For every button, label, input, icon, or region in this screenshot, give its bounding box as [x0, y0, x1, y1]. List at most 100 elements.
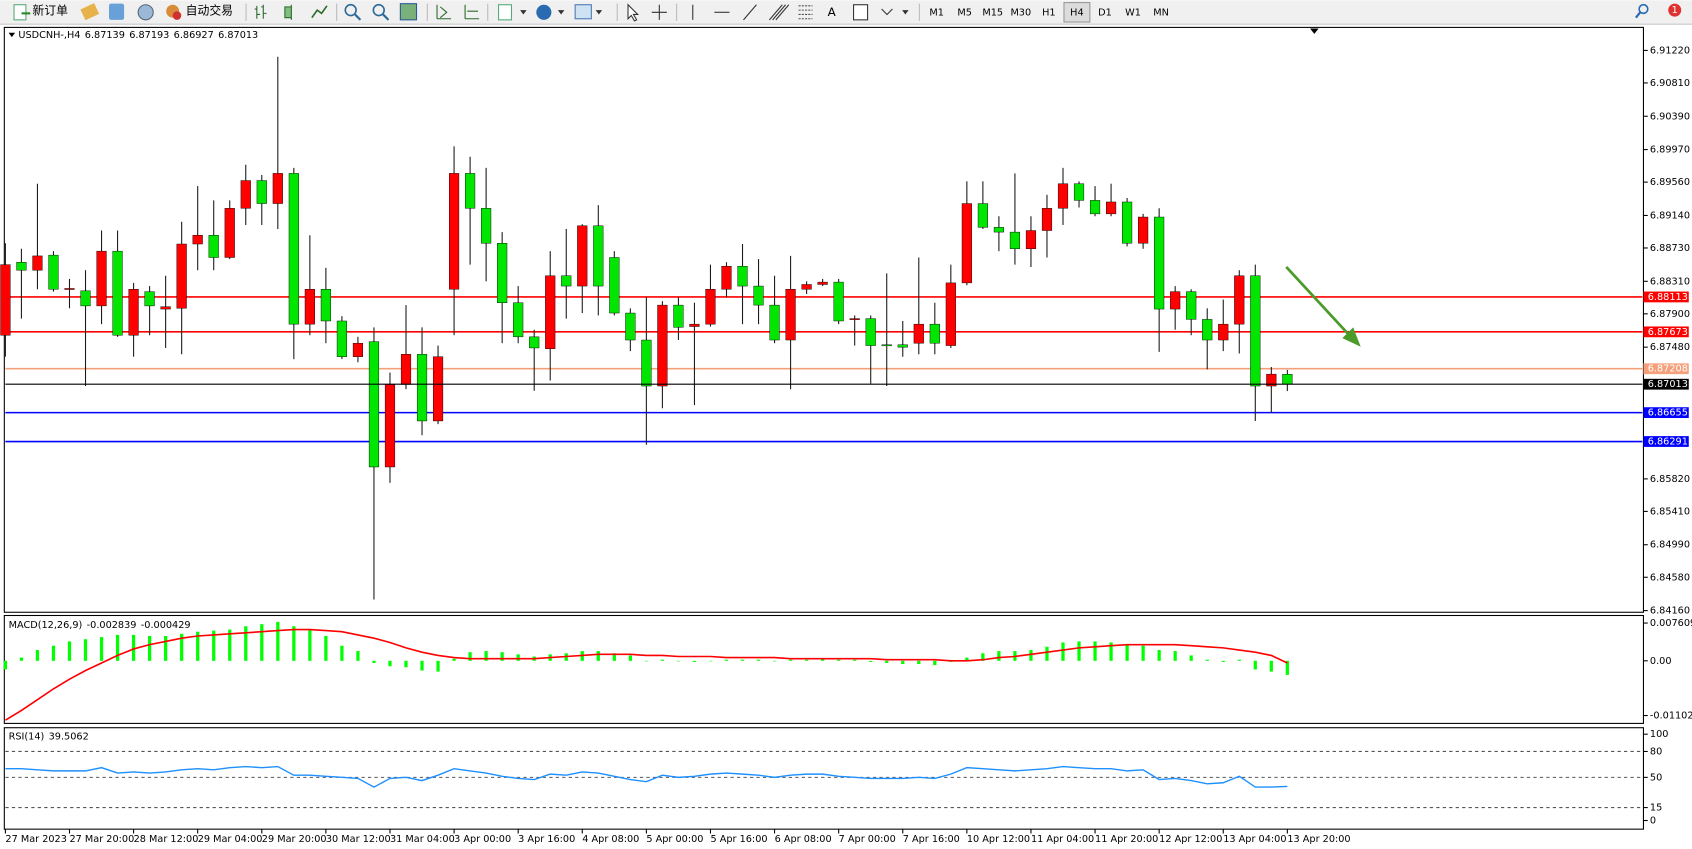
- candle-body: [1218, 323, 1229, 341]
- macd-bar: [660, 659, 665, 661]
- x-tick-label: 27 Mar 2023: [5, 834, 67, 845]
- timeframe-button[interactable]: D1: [1098, 7, 1112, 18]
- candle-body: [1282, 374, 1293, 385]
- timeframe-button[interactable]: M5: [957, 7, 972, 18]
- macd-bar: [340, 645, 344, 661]
- chart-shift-marker[interactable]: [1310, 28, 1319, 34]
- macd-bar: [244, 626, 248, 661]
- y-tick-label: 6.84990: [1650, 540, 1690, 551]
- candle-body: [785, 289, 796, 341]
- macd-bar: [1205, 659, 1209, 661]
- timeframe-button[interactable]: M1: [929, 7, 944, 18]
- timeframe-button[interactable]: W1: [1125, 7, 1141, 18]
- candle-body: [897, 344, 908, 348]
- x-tick-label: 5 Apr 16:00: [710, 834, 767, 845]
- x-tick-label: 5 Apr 00:00: [646, 834, 703, 845]
- icon[interactable]: [108, 3, 125, 20]
- candle-body: [577, 225, 588, 287]
- icon[interactable]: [574, 4, 592, 20]
- y-tick-label: 6.89560: [1650, 177, 1690, 188]
- macd-bar: [516, 654, 520, 661]
- icon[interactable]: [536, 4, 552, 20]
- y-tick-label: 0: [1650, 816, 1656, 827]
- dropdown[interactable]: [520, 10, 527, 15]
- x-tick-label: 30 Mar 12:00: [326, 834, 391, 845]
- auto-trading-button[interactable]: 自动交易: [166, 4, 233, 20]
- timeframe-button[interactable]: M30: [1010, 7, 1031, 18]
- trendline-tool[interactable]: [743, 4, 757, 21]
- macd-bar: [804, 659, 809, 661]
- y-tick-label: 6.89970: [1650, 145, 1690, 156]
- icon[interactable]: [436, 4, 452, 20]
- icon[interactable]: [464, 4, 480, 20]
- line-price-tag: [1643, 363, 1689, 375]
- cursor-tool[interactable]: [627, 3, 640, 22]
- macd-bar: [1237, 659, 1241, 661]
- y-tick-label: 6.90390: [1650, 111, 1690, 122]
- x-tick-label: 28 Mar 12:00: [134, 834, 199, 845]
- macd-bar: [212, 630, 216, 661]
- x-tick-label: 13 Apr 04:00: [1223, 834, 1286, 845]
- icon[interactable]: [497, 4, 513, 21]
- fibo-tool[interactable]: [798, 5, 813, 20]
- macd-bar: [676, 660, 681, 662]
- dropdown[interactable]: [902, 10, 909, 15]
- y-tick-label: 6.87480: [1650, 342, 1690, 353]
- candle-body: [160, 306, 171, 310]
- new-order-button[interactable]: 新订单: [13, 4, 68, 21]
- macd-bar: [1125, 644, 1129, 661]
- macd-bar: [1109, 642, 1113, 661]
- candle-body: [416, 354, 428, 422]
- icon[interactable]: [372, 3, 385, 17]
- macd-bar: [981, 653, 985, 661]
- macd-bar: [196, 631, 200, 661]
- label-tool[interactable]: [853, 4, 869, 21]
- timeframe-button[interactable]: M15: [982, 7, 1003, 18]
- icon: [172, 11, 182, 20]
- candle-body: [256, 180, 267, 204]
- icon[interactable]: [254, 4, 267, 19]
- macd-bar: [1253, 660, 1257, 670]
- icon[interactable]: [344, 3, 357, 17]
- dropdown[interactable]: [595, 10, 603, 15]
- timeframe-button[interactable]: H4: [1070, 7, 1083, 18]
- annotation-arrow: [1285, 266, 1354, 340]
- symbol-menu[interactable]: [8, 32, 16, 38]
- macd-bar: [596, 651, 600, 661]
- alert-badge[interactable]: [1668, 3, 1682, 17]
- channel-tool[interactable]: [768, 4, 790, 21]
- y-tick-label: 6.88310: [1650, 276, 1690, 287]
- x-tick-label: 31 Mar 04:00: [390, 834, 455, 845]
- candle-body: [561, 275, 572, 287]
- macd-bar: [933, 660, 937, 666]
- candle-body: [1025, 230, 1037, 249]
- signal-line: [4, 628, 1288, 721]
- macd-bar: [292, 626, 296, 661]
- candle-body: [144, 291, 155, 307]
- macd-bar: [436, 660, 440, 672]
- macd-bar: [276, 621, 280, 661]
- macd-bar: [612, 653, 616, 661]
- icon[interactable]: [399, 3, 418, 21]
- macd-bar: [131, 634, 136, 661]
- crosshair-tool[interactable]: [651, 4, 667, 20]
- icon[interactable]: [311, 5, 328, 19]
- line-price-label: 6.86291: [1648, 437, 1688, 448]
- x-tick-label: 27 Mar 20:00: [69, 834, 134, 845]
- dropdown[interactable]: [557, 10, 565, 15]
- icon[interactable]: [284, 4, 292, 20]
- candle-body: [545, 275, 556, 349]
- x-tick-label: 3 Apr 00:00: [454, 834, 511, 845]
- search-icon[interactable]: [1638, 3, 1649, 15]
- arrows-tool[interactable]: [881, 8, 893, 16]
- macd-bar: [1189, 655, 1193, 661]
- icon[interactable]: [80, 3, 100, 21]
- x-tick-label: 10 Apr 12:00: [967, 834, 1030, 845]
- text-tool[interactable]: A: [828, 5, 837, 19]
- y-tick-label: 15: [1650, 803, 1662, 814]
- candle-body: [432, 356, 444, 422]
- candle-body: [609, 257, 620, 314]
- icon[interactable]: [137, 4, 154, 21]
- timeframe-button[interactable]: MN: [1153, 7, 1169, 18]
- timeframe-button[interactable]: H1: [1042, 7, 1055, 18]
